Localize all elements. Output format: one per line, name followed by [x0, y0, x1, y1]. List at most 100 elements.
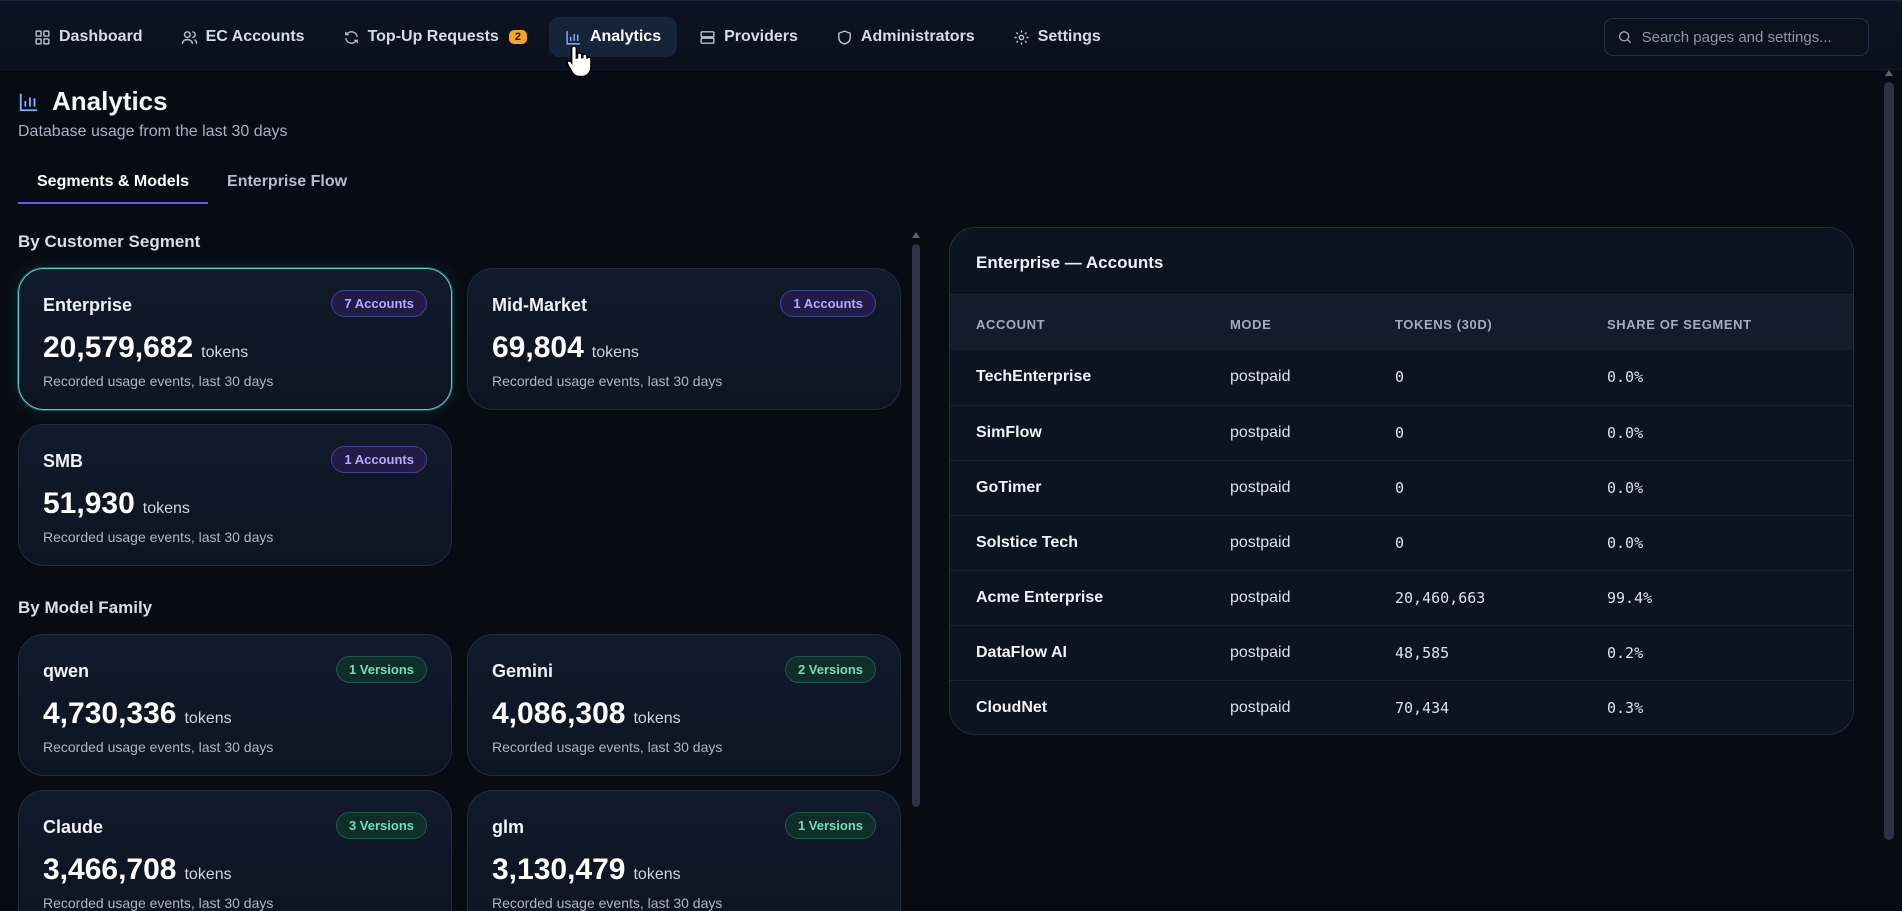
left-scrollbar-thumb[interactable] [912, 244, 920, 807]
account-mode: postpaid [1230, 589, 1291, 606]
search-input[interactable] [1641, 28, 1856, 46]
account-tokens: 70,434 [1395, 699, 1450, 717]
enterprise-accounts-panel: Enterprise — Accounts ACCOUNT MODE TOKEN… [949, 227, 1854, 735]
token-unit: tokens [591, 344, 639, 361]
segment-card-smb[interactable]: SMB 1 Accounts 51,930 tokens Recorded us… [18, 424, 452, 566]
page-subtitle: Database usage from the last 30 days [18, 123, 288, 140]
refresh-icon [344, 30, 358, 44]
account-mode: postpaid [1230, 644, 1291, 661]
nav-top-up-requests[interactable]: Top-Up Requests 2 [327, 17, 543, 57]
nav-administrators-label: Administrators [860, 28, 975, 45]
card-description: Recorded usage events, last 30 days [43, 895, 274, 911]
token-unit: tokens [142, 500, 190, 517]
card-description: Recorded usage events, last 30 days [43, 739, 274, 755]
segment-card-mid-market[interactable]: Mid-Market 1 Accounts 69,804 tokens Reco… [467, 268, 901, 410]
card-description: Recorded usage events, last 30 days [43, 529, 274, 545]
segment-section-label: By Customer Segment [18, 232, 201, 251]
table-header: ACCOUNT MODE TOKENS (30D) SHARE OF SEGME… [950, 294, 1853, 350]
page-title-row: Analytics [18, 86, 288, 117]
account-share: 0.3% [1607, 699, 1644, 717]
model-card-gemini[interactable]: Gemini 2 Versions 4,086,308 tokens Recor… [467, 634, 901, 776]
card-name: Gemini [492, 661, 554, 681]
account-share: 0.2% [1607, 644, 1644, 662]
token-unit: tokens [633, 710, 681, 727]
account-share: 0.0% [1607, 479, 1644, 497]
nav-settings[interactable]: Settings [997, 17, 1117, 57]
left-column-scrollbar[interactable] [912, 244, 920, 807]
page-scroll-up-arrow[interactable] [1885, 70, 1893, 76]
token-count: 4,086,308 [492, 697, 626, 730]
table-row[interactable]: TechEnterprise postpaid 0 0.0% [950, 350, 1853, 405]
shield-icon [838, 29, 851, 45]
token-count: 3,130,479 [492, 853, 626, 886]
card-description: Recorded usage events, last 30 days [43, 373, 274, 389]
search-box[interactable] [1604, 18, 1869, 56]
analytics-tabs: Segments & Models Enterprise Flow [18, 166, 366, 204]
model-card-glm[interactable]: glm 1 Versions 3,130,479 tokens Recorded… [467, 790, 901, 911]
search-icon [1618, 31, 1632, 44]
versions-badge: 3 Versions [335, 812, 427, 839]
top-up-count-badge: 2 [508, 30, 527, 44]
table-row[interactable]: Acme Enterprise postpaid 20,460,663 99.4… [950, 570, 1853, 625]
token-unit: tokens [184, 710, 232, 727]
token-count: 4,730,336 [43, 697, 177, 730]
model-card-claude[interactable]: Claude 3 Versions 3,466,708 tokens Recor… [18, 790, 452, 911]
left-scroll-up-arrow[interactable] [912, 232, 920, 238]
table-row[interactable]: DataFlow AI postpaid 48,585 0.2% [950, 625, 1853, 680]
nav-providers[interactable]: Providers [683, 17, 814, 57]
account-name: Acme Enterprise [976, 589, 1104, 606]
nav-dashboard[interactable]: Dashboard [18, 17, 159, 57]
model-card-qwen[interactable]: qwen 1 Versions 4,730,336 tokens Recorde… [18, 634, 452, 776]
page-scrollbar[interactable] [1884, 82, 1894, 840]
tab-segments-models[interactable]: Segments & Models [18, 166, 209, 204]
table-row[interactable]: SimFlow postpaid 0 0.0% [950, 405, 1853, 460]
model-section-label: By Model Family [18, 598, 153, 617]
nav-administrators[interactable]: Administrators [820, 17, 991, 57]
account-name: TechEnterprise [976, 368, 1092, 385]
table-row[interactable]: CloudNet postpaid 70,434 0.3% [950, 680, 1853, 734]
users-icon [181, 30, 197, 44]
card-value-row: 69,804 tokens [492, 331, 639, 365]
account-tokens: 0 [1395, 479, 1405, 497]
account-mode: postpaid [1230, 368, 1291, 385]
table-row[interactable]: GoTimer postpaid 0 0.0% [950, 460, 1853, 515]
page-scrollbar-thumb[interactable] [1884, 82, 1894, 840]
tab-enterprise-flow[interactable]: Enterprise Flow [227, 173, 348, 190]
bar-chart-icon [19, 93, 38, 111]
card-name: glm [492, 817, 525, 837]
table-row[interactable]: Solstice Tech postpaid 0 0.0% [950, 515, 1853, 570]
nav-providers-label: Providers [724, 28, 798, 45]
column-header-account: ACCOUNT [976, 317, 1046, 332]
account-share: 0.0% [1607, 368, 1644, 386]
nav-top-up-requests-label: Top-Up Requests [367, 28, 499, 45]
nav-analytics[interactable]: Analytics [548, 17, 678, 57]
account-mode: postpaid [1230, 424, 1291, 441]
server-icon [700, 30, 715, 44]
column-header-tokens: TOKENS (30D) [1395, 317, 1493, 332]
token-count: 3,466,708 [43, 853, 177, 886]
account-name: SimFlow [976, 424, 1042, 441]
account-name: DataFlow AI [976, 644, 1067, 661]
card-value-row: 20,579,682 tokens [43, 331, 248, 365]
account-name: CloudNet [976, 699, 1048, 716]
card-value-row: 4,730,336 tokens [43, 697, 232, 731]
nav-settings-label: Settings [1037, 28, 1101, 45]
account-tokens: 0 [1395, 424, 1405, 442]
versions-badge: 1 Versions [784, 812, 876, 839]
account-tokens: 0 [1395, 534, 1405, 552]
accounts-badge: 1 Accounts [331, 446, 427, 473]
token-count: 51,930 [43, 487, 135, 520]
nav-ec-accounts[interactable]: EC Accounts [165, 17, 321, 57]
panel-title: Enterprise — Accounts [976, 253, 1164, 272]
card-value-row: 3,130,479 tokens [492, 853, 681, 887]
account-tokens: 48,585 [1395, 644, 1450, 662]
nav-analytics-label: Analytics [589, 28, 662, 45]
segment-card-enterprise[interactable]: Enterprise 7 Accounts 20,579,682 tokens … [18, 268, 452, 410]
token-unit: tokens [633, 866, 681, 883]
accounts-badge: 1 Accounts [780, 290, 876, 317]
card-name: qwen [43, 661, 90, 681]
card-description: Recorded usage events, last 30 days [492, 739, 723, 755]
card-description: Recorded usage events, last 30 days [492, 373, 723, 389]
token-unit: tokens [201, 344, 249, 361]
page-header: Analytics Database usage from the last 3… [18, 86, 288, 141]
